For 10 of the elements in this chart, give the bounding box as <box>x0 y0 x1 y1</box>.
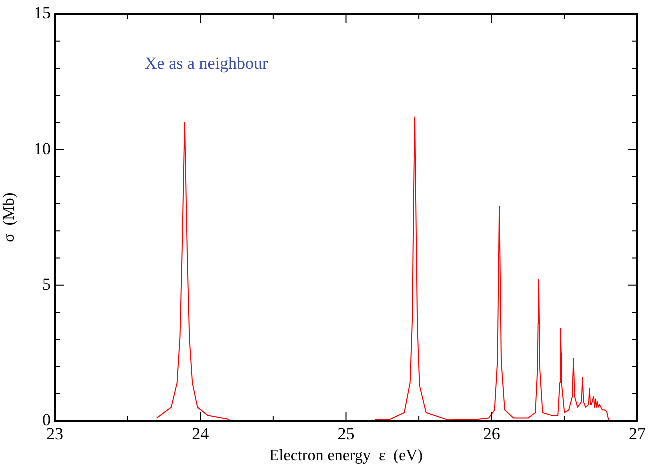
x-tick-label: 26 <box>483 424 500 444</box>
annotation: Xe as a neighbour <box>145 54 269 74</box>
y-tick-label: 5 <box>42 274 51 294</box>
y-axis-title: σ (Mb) <box>0 192 18 242</box>
y-tick-label: 15 <box>34 4 51 23</box>
x-tick-label: 27 <box>629 424 646 444</box>
x-tick-label: 25 <box>338 424 355 444</box>
x-axis-title: Electron energy ε (eV) <box>270 448 423 465</box>
y-tick-label: 10 <box>34 139 51 158</box>
x-tick-label: 24 <box>192 424 210 444</box>
